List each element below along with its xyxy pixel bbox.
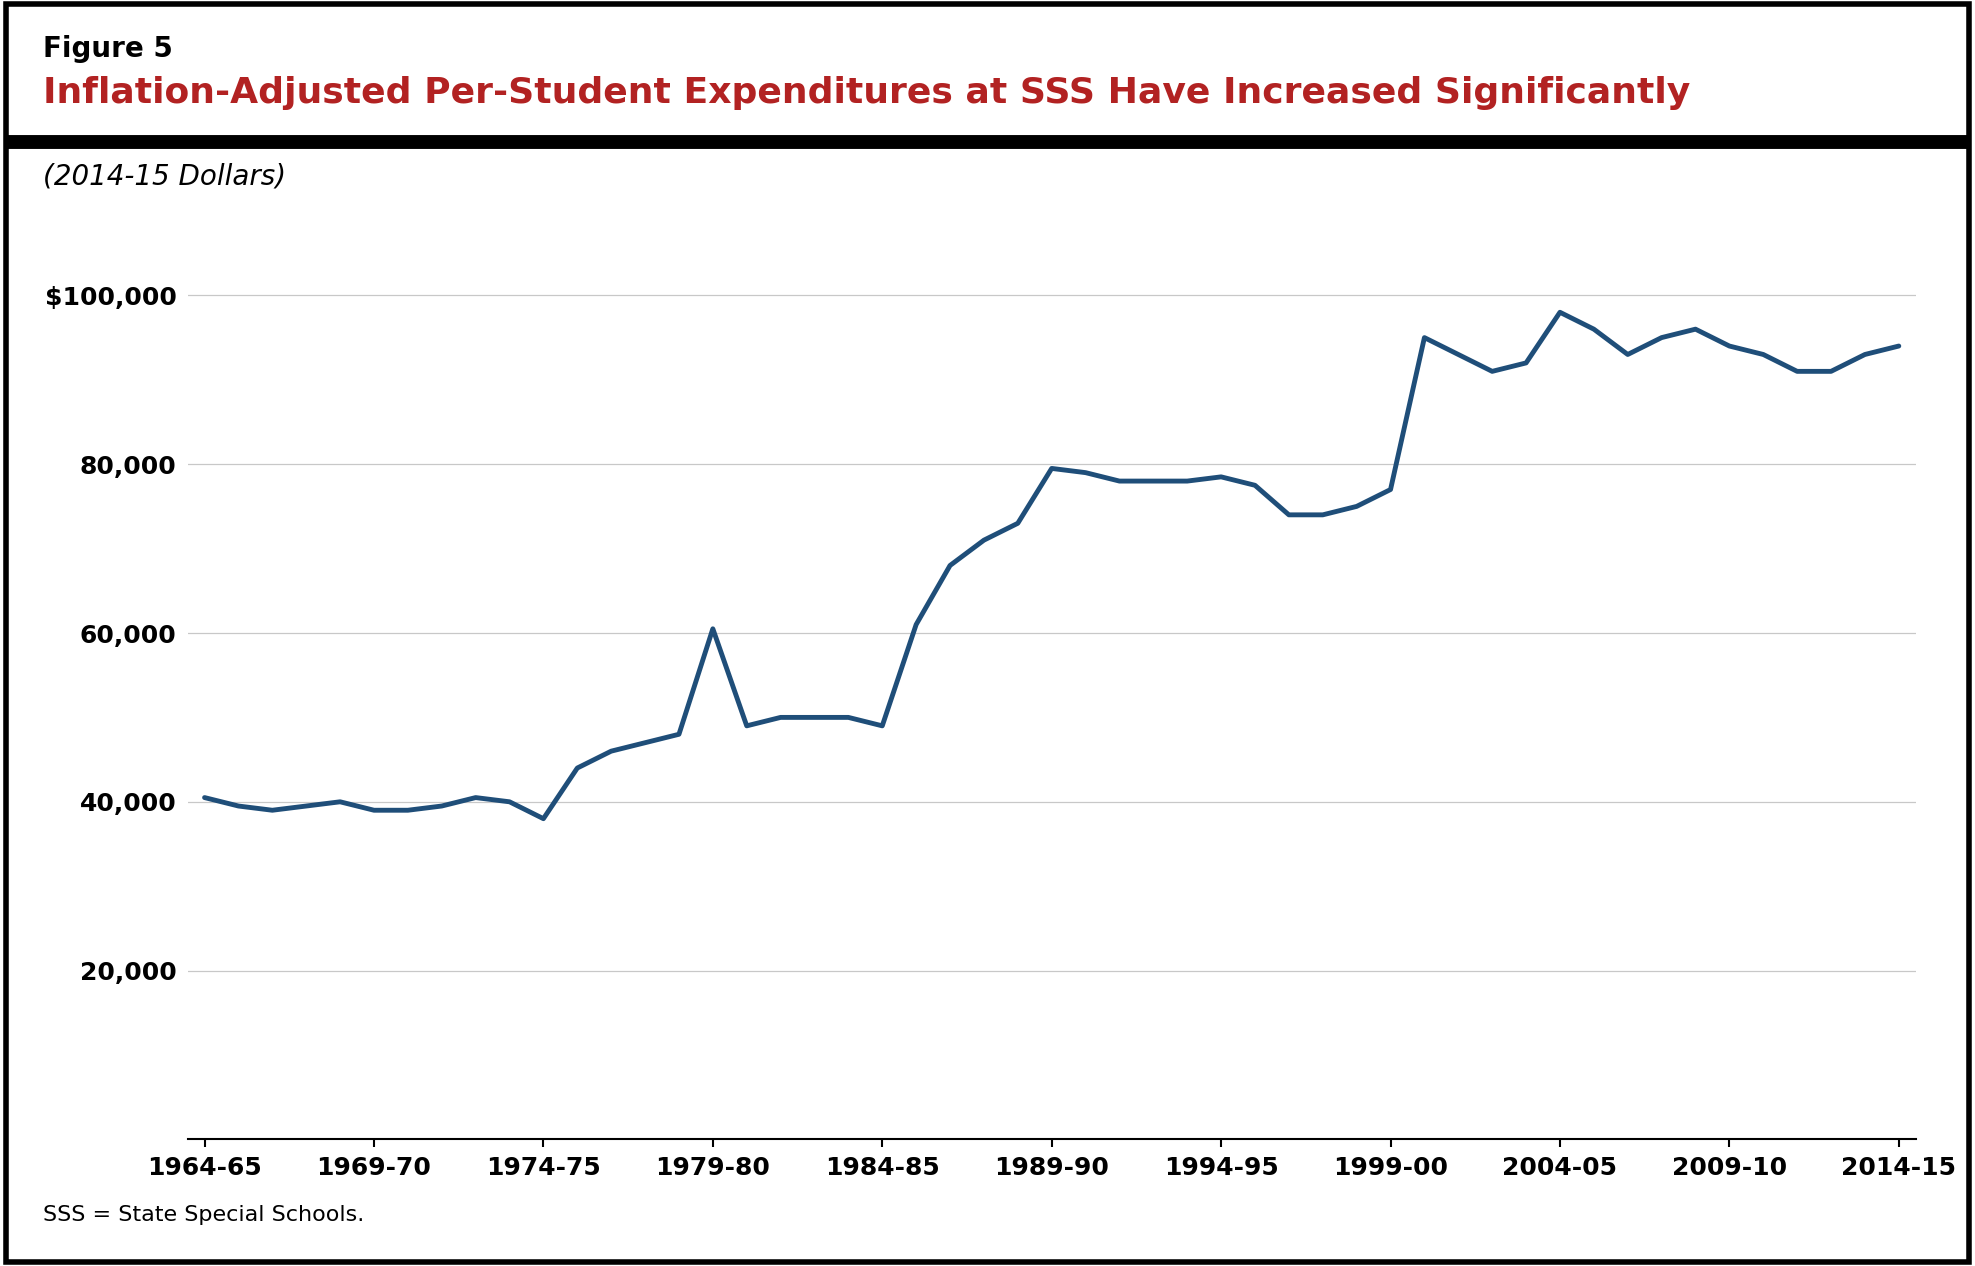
Text: Inflation-Adjusted Per-Student Expenditures at SSS Have Increased Significantly: Inflation-Adjusted Per-Student Expenditu…: [43, 76, 1691, 110]
Text: SSS = State Special Schools.: SSS = State Special Schools.: [43, 1205, 365, 1225]
Text: (2014-15 Dollars): (2014-15 Dollars): [43, 162, 286, 190]
Text: Figure 5: Figure 5: [43, 35, 174, 63]
